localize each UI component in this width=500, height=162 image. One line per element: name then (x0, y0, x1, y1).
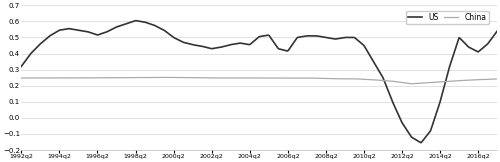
China (302, 77, 308, 79)
US (484, 43, 490, 45)
US (18, 65, 24, 67)
US (277, 48, 283, 50)
China (162, 76, 168, 78)
China (408, 83, 414, 85)
US (246, 43, 252, 45)
China (18, 77, 24, 79)
China (484, 78, 490, 80)
US (302, 35, 308, 37)
US (132, 20, 138, 22)
Legend: US, China: US, China (406, 11, 488, 24)
Line: US: US (22, 21, 497, 143)
China (246, 77, 252, 79)
China (277, 77, 283, 79)
China (248, 77, 254, 79)
US (248, 42, 254, 44)
US (410, 137, 416, 139)
China (494, 78, 500, 80)
US (418, 142, 424, 144)
China (410, 83, 416, 85)
Line: China: China (22, 77, 497, 84)
US (494, 30, 500, 32)
